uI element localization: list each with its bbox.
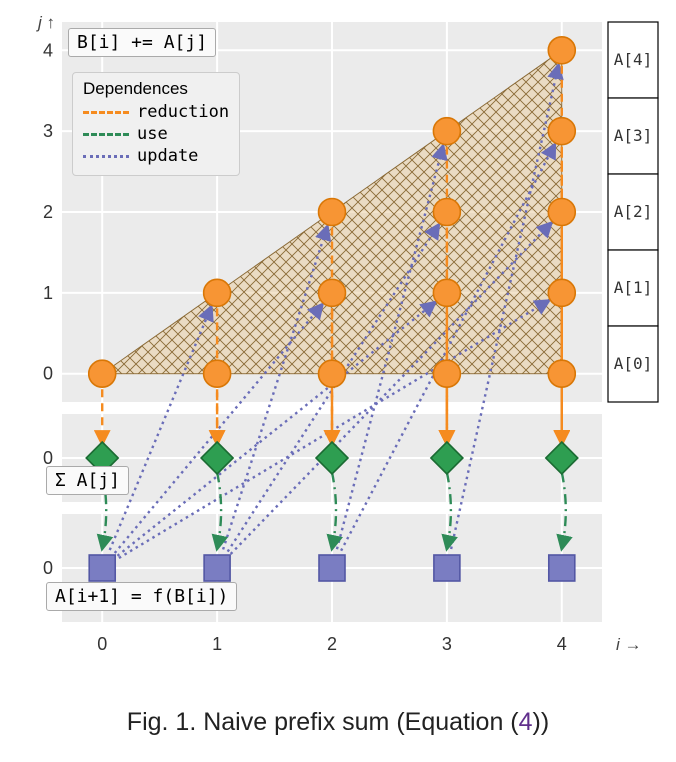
legend-item: use	[83, 123, 229, 145]
top-node	[319, 279, 346, 306]
top-node	[548, 360, 575, 387]
svg-text:1: 1	[212, 634, 222, 654]
svg-text:2: 2	[43, 202, 53, 222]
svg-text:0: 0	[43, 448, 53, 468]
array-label: A[3]	[614, 126, 653, 145]
svg-text:2: 2	[327, 634, 337, 654]
array-label: A[0]	[614, 354, 653, 373]
legend-label: use	[137, 124, 168, 144]
bot-node	[319, 555, 345, 581]
top-node	[433, 279, 460, 306]
svg-text:j ↑: j ↑	[36, 13, 55, 32]
caption-prefix: Fig. 1. Naive prefix sum (Equation (	[127, 708, 519, 736]
top-node	[89, 360, 116, 387]
legend: Dependences reductionuseupdate	[72, 72, 240, 176]
array-label: A[4]	[614, 50, 653, 69]
caption-suffix: ))	[533, 708, 550, 736]
caption-eqnum: 4	[519, 708, 533, 736]
expr-mid: Σ A[j]	[46, 466, 129, 495]
legend-item: update	[83, 145, 229, 167]
bot-node	[549, 555, 575, 581]
top-node	[433, 360, 460, 387]
array-label: A[1]	[614, 278, 653, 297]
svg-text:0: 0	[43, 558, 53, 578]
svg-text:3: 3	[43, 121, 53, 141]
top-node	[548, 279, 575, 306]
legend-label: update	[137, 146, 198, 166]
figure-caption: Fig. 1. Naive prefix sum (Equation (4))	[10, 708, 666, 737]
chart-area: A[4] A[3] A[2] A[1] A[0] 0 1 2 3 4 0 0 0 1 2 3 4 j ↑ i → B…	[10, 10, 666, 690]
legend-item: reduction	[83, 101, 229, 123]
top-node	[204, 360, 231, 387]
legend-title: Dependences	[83, 79, 229, 99]
bot-node	[204, 555, 230, 581]
top-node	[548, 37, 575, 64]
svg-text:i →: i →	[616, 635, 642, 654]
svg-text:0: 0	[97, 634, 107, 654]
top-node	[433, 118, 460, 145]
top-node	[433, 199, 460, 226]
expr-top: B[i] += A[j]	[68, 28, 216, 57]
array-label: A[2]	[614, 202, 653, 221]
expr-bot: A[i+1] = f(B[i])	[46, 582, 237, 611]
svg-text:0: 0	[43, 364, 53, 384]
svg-text:3: 3	[442, 634, 452, 654]
top-node	[319, 360, 346, 387]
svg-text:4: 4	[43, 40, 53, 60]
bot-node	[89, 555, 115, 581]
top-node	[548, 199, 575, 226]
bot-node	[434, 555, 460, 581]
top-node	[319, 199, 346, 226]
svg-text:4: 4	[557, 634, 567, 654]
svg-text:1: 1	[43, 283, 53, 303]
top-node	[548, 118, 575, 145]
figure: A[4] A[3] A[2] A[1] A[0] 0 1 2 3 4 0 0 0 1 2 3 4 j ↑ i → B…	[10, 10, 666, 737]
legend-label: reduction	[137, 102, 229, 122]
top-node	[204, 279, 231, 306]
